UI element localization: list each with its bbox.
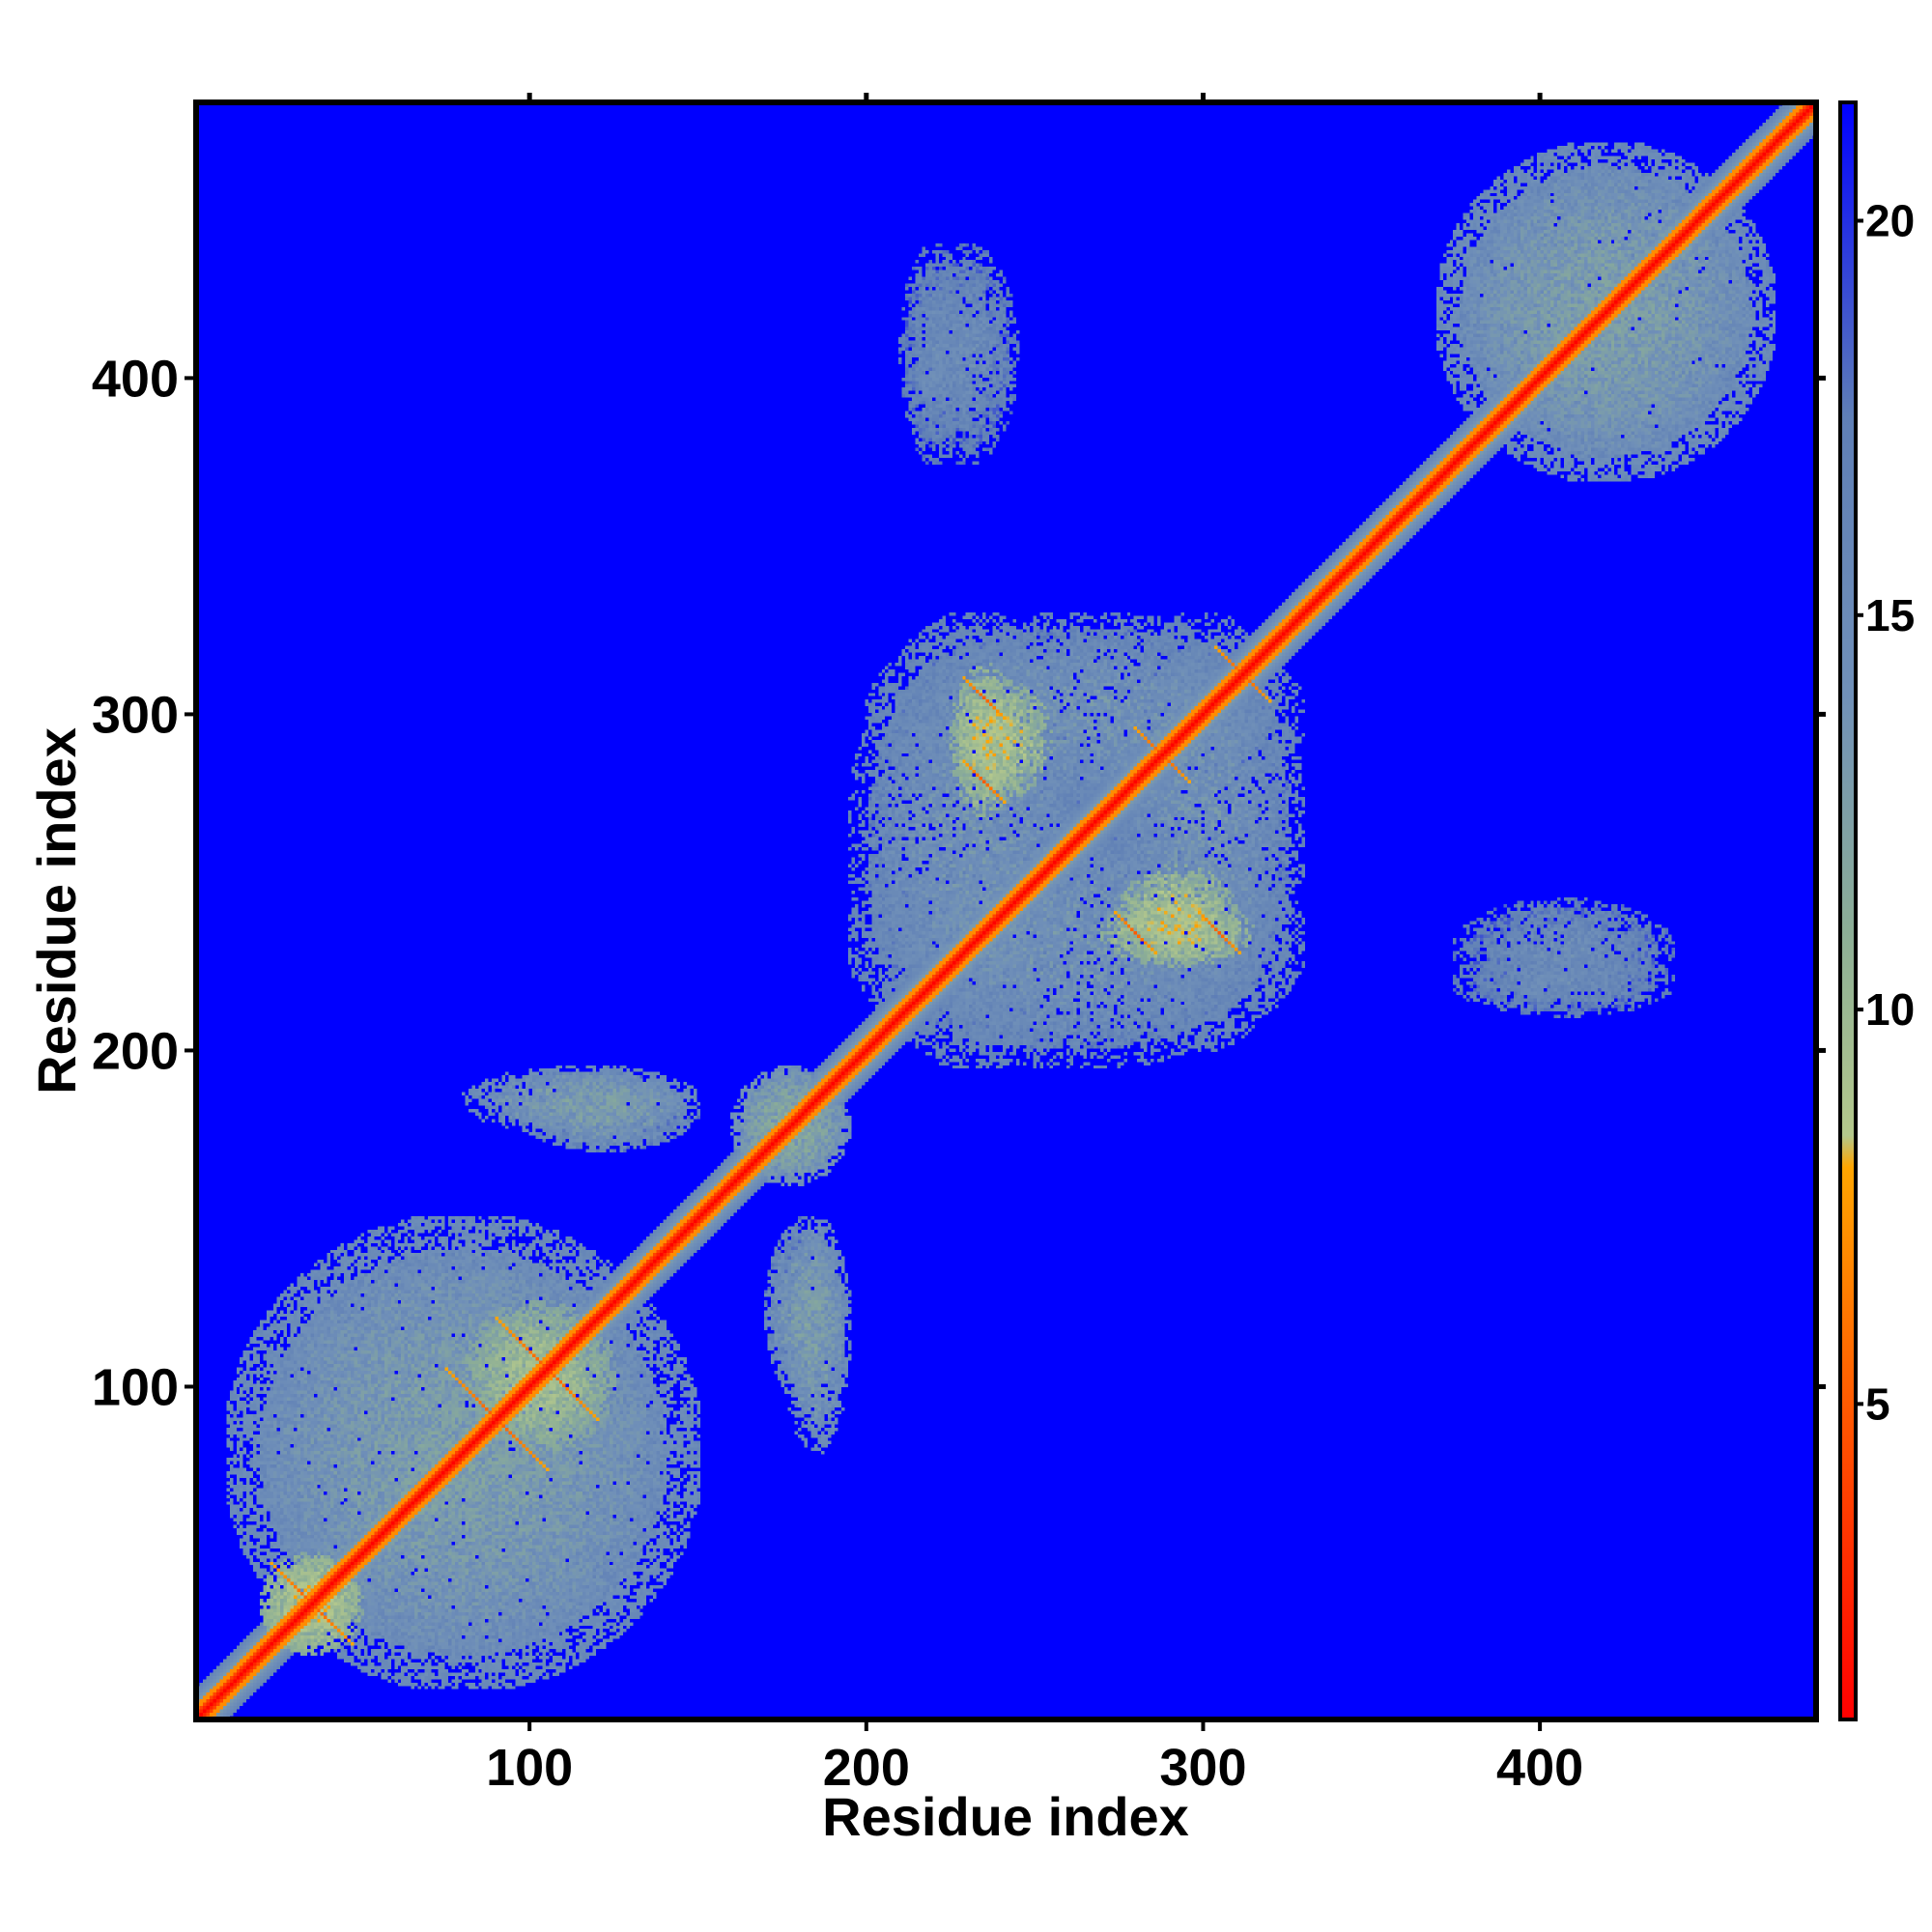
y-tick-label: 200 — [92, 1022, 179, 1080]
y-tick-label: 300 — [92, 686, 179, 744]
x-tick-label: 200 — [823, 1739, 910, 1797]
colorbar-tick-label: 15 — [1865, 590, 1915, 640]
plot-frame — [193, 99, 1819, 1722]
y-axis: 100 200 300 400 — [92, 350, 1826, 1416]
x-axis-title: Residue index — [822, 1786, 1189, 1847]
x-tick-label: 100 — [486, 1739, 573, 1797]
heatmap-image — [196, 102, 1816, 1719]
colorbar-tick-label: 20 — [1865, 195, 1915, 245]
x-tick-label: 400 — [1496, 1739, 1583, 1797]
colorbar — [1838, 100, 1858, 1721]
colorbar-tick-label: 5 — [1865, 1378, 1890, 1429]
y-tick-label: 400 — [92, 350, 179, 408]
x-axis: 100 200 300 400 — [486, 93, 1583, 1797]
y-tick-label: 100 — [92, 1358, 179, 1416]
y-axis-title: Residue index — [26, 727, 87, 1094]
colorbar-axis: 5 10 15 20 — [1856, 195, 1915, 1429]
x-tick-label: 300 — [1159, 1739, 1246, 1797]
colorbar-tick-label: 10 — [1865, 984, 1915, 1035]
